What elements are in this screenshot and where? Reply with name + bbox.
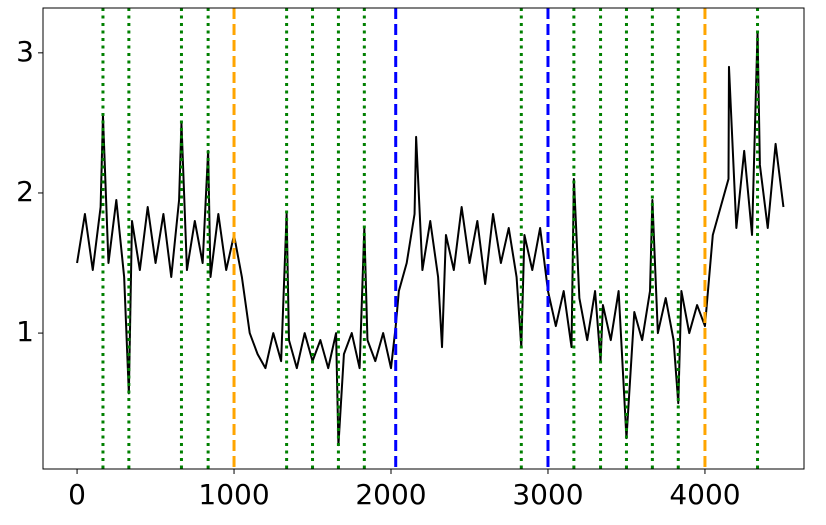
y-tick-label: 1 xyxy=(16,315,34,348)
x-tick-label: 4000 xyxy=(669,478,740,511)
x-tick-label: 0 xyxy=(68,478,86,511)
y-tick-label: 3 xyxy=(16,35,34,68)
x-tick-label: 2000 xyxy=(355,478,426,511)
y-tick-label: 2 xyxy=(16,175,34,208)
data-line xyxy=(76,30,785,447)
plot-frame xyxy=(42,7,805,470)
x-tick-label: 1000 xyxy=(198,478,269,511)
x-tick-label: 3000 xyxy=(512,478,583,511)
